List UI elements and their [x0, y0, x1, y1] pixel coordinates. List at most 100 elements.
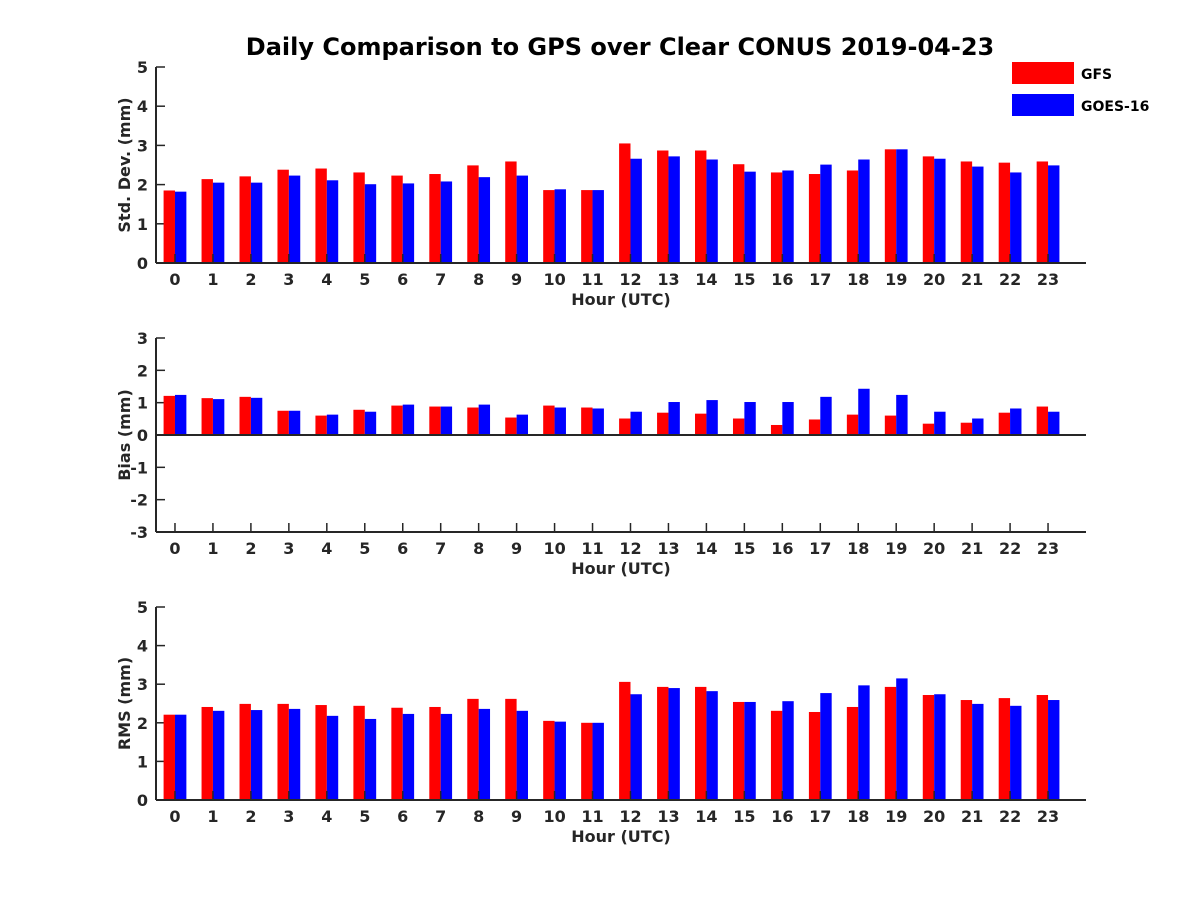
bar-gfs-hour-17	[808, 174, 821, 263]
bar-goes16-hour-0	[174, 714, 187, 800]
bar-gfs-hour-7	[429, 174, 441, 263]
x-tick-label: 10	[543, 539, 565, 558]
bar-gfs-hour-10	[543, 190, 555, 263]
bar-gfs-hour-4	[315, 415, 327, 435]
x-tick-label: 7	[435, 539, 446, 558]
bar-gfs-hour-13	[657, 412, 669, 435]
bar-goes16-hour-18	[858, 159, 870, 263]
y-tick-label: 4	[137, 637, 148, 656]
x-tick-label: 15	[733, 270, 755, 289]
x-tick-label: 21	[961, 270, 983, 289]
bar-goes16-hour-3	[288, 708, 301, 800]
bar-gfs-hour-5	[353, 172, 365, 263]
x-tick-label: 9	[511, 270, 522, 289]
bar-goes16-hour-6	[402, 713, 415, 800]
x-tick-label: 4	[321, 270, 332, 289]
bar-goes16-hour-9	[516, 710, 528, 800]
x-tick-label: 13	[657, 539, 679, 558]
bar-goes16-hour-23	[1048, 700, 1060, 800]
bar-goes16-hour-21	[972, 703, 984, 800]
bar-gfs-hour-12	[619, 681, 631, 800]
x-tick-label: 22	[999, 270, 1021, 289]
x-tick-label: 17	[809, 807, 831, 826]
y-tick-label: 3	[137, 136, 148, 155]
bar-gfs-hour-1	[201, 398, 213, 435]
bar-goes16-hour-16	[782, 402, 794, 435]
bar-gfs-hour-4	[315, 168, 327, 263]
bar-gfs-hour-3	[277, 703, 289, 800]
bar-goes16-hour-10	[554, 407, 566, 435]
y-tick-label: 1	[137, 215, 148, 234]
x-tick-label: 23	[1037, 807, 1059, 826]
bar-goes16-hour-20	[934, 411, 946, 435]
x-tick-label: 19	[885, 539, 907, 558]
bar-gfs-hour-12	[619, 143, 631, 263]
bar-goes16-hour-15	[744, 402, 756, 435]
bar-goes16-hour-16	[782, 170, 794, 263]
bar-goes16-hour-13	[668, 688, 680, 800]
x-tick-label: 0	[169, 539, 180, 558]
bar-goes16-hour-19	[896, 149, 908, 263]
x-tick-label: 18	[847, 807, 869, 826]
bar-goes16-hour-7	[440, 713, 453, 800]
bar-gfs-hour-11	[581, 407, 593, 435]
bar-goes16-hour-4	[326, 180, 339, 263]
bar-gfs-hour-23	[1036, 406, 1049, 435]
bar-goes16-hour-20	[934, 158, 946, 263]
bar-goes16-hour-12	[630, 411, 642, 435]
x-tick-label: 8	[473, 270, 484, 289]
x-tick-label: 16	[771, 807, 793, 826]
bar-gfs-hour-6	[391, 175, 403, 263]
x-tick-label: 22	[999, 539, 1021, 558]
x-tick-label: 9	[511, 807, 522, 826]
bar-goes16-hour-14	[706, 691, 718, 800]
bar-gfs-hour-8	[467, 407, 479, 435]
legend: GFS GOES-16	[1012, 62, 1149, 116]
bar-goes16-hour-9	[516, 175, 528, 263]
x-tick-label: 3	[283, 539, 294, 558]
x-tick-label: 13	[657, 270, 679, 289]
bar-gfs-hour-20	[922, 423, 935, 435]
bar-goes16-hour-4	[326, 414, 339, 435]
x-tick-label: 16	[771, 270, 793, 289]
x-tick-label: 12	[619, 807, 641, 826]
bar-goes16-hour-7	[440, 406, 453, 435]
bar-goes16-hour-23	[1048, 411, 1060, 435]
y-tick-label: 1	[137, 752, 148, 771]
x-tick-label: 1	[207, 807, 218, 826]
y-tick-label: -1	[130, 458, 148, 477]
x-tick-label: 21	[961, 539, 983, 558]
bar-gfs-hour-14	[695, 686, 707, 800]
bar-gfs-hour-11	[581, 722, 593, 800]
bar-gfs-hour-9	[505, 698, 517, 800]
x-tick-label: 1	[207, 539, 218, 558]
x-tick-label: 10	[543, 270, 565, 289]
x-tick-label: 18	[847, 539, 869, 558]
bar-goes16-hour-22	[1010, 408, 1022, 435]
y-axis-label: Bias (mm)	[115, 389, 134, 481]
bar-goes16-hour-17	[820, 164, 832, 263]
bar-goes16-hour-5	[364, 184, 377, 263]
y-tick-label: -2	[130, 491, 148, 510]
bar-goes16-hour-8	[478, 708, 491, 800]
bar-goes16-hour-18	[858, 388, 870, 435]
bar-gfs-hour-12	[619, 418, 631, 435]
x-tick-label: 2	[245, 807, 256, 826]
x-tick-label: 17	[809, 539, 831, 558]
bar-gfs-hour-1	[201, 179, 213, 263]
bar-gfs-hour-8	[467, 165, 479, 263]
bar-goes16-hour-18	[858, 685, 870, 800]
x-tick-label: 14	[695, 539, 717, 558]
x-tick-label: 6	[397, 807, 408, 826]
bar-goes16-hour-22	[1010, 172, 1022, 263]
bar-gfs-hour-1	[201, 706, 213, 800]
bar-goes16-hour-0	[174, 191, 187, 263]
bar-goes16-hour-9	[516, 414, 528, 435]
x-tick-label: 19	[885, 270, 907, 289]
bar-gfs-hour-19	[884, 686, 897, 800]
bar-gfs-hour-22	[998, 412, 1011, 435]
bar-gfs-hour-14	[695, 413, 707, 435]
